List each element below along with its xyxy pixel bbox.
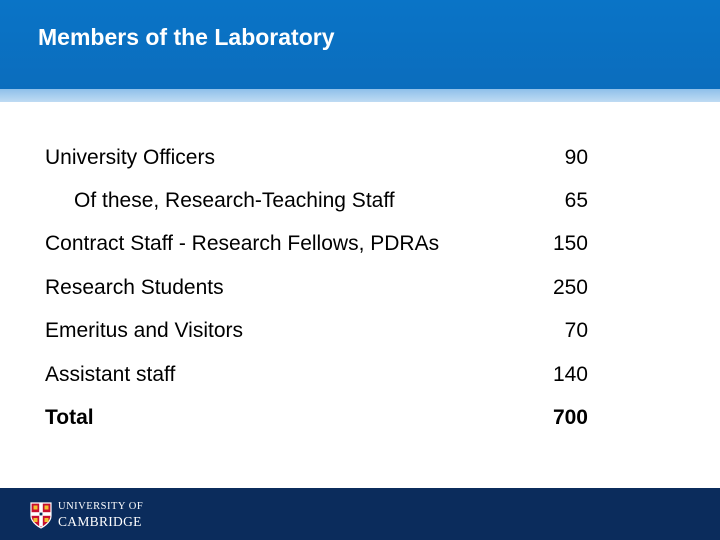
row-value: 90 [564,146,588,169]
row-label: University Officers [45,146,215,169]
members-row-assistant-staff: Assistant staff 140 [0,363,720,393]
logo-wordmark: UNIVERSITY OF CAMBRIDGE [58,501,144,529]
row-label: Emeritus and Visitors [45,319,244,342]
row-label: Of these, Research-Teaching Staff [74,189,395,212]
members-row-research-students: Research Students 250 [0,276,720,306]
row-value: 140 [552,363,588,386]
university-logo: UNIVERSITY OF CAMBRIDGE [30,500,143,530]
row-label: Total [45,406,94,429]
row-label: Contract Staff - Research Fellows, PDRAs [45,232,440,255]
row-value: 700 [552,406,588,429]
members-row-contract-staff: Contract Staff - Research Fellows, PDRAs… [0,232,720,262]
members-row-university-officers: University Officers 90 [0,146,720,176]
members-row-total: Total 700 [0,406,720,436]
slide-footer: UNIVERSITY OF CAMBRIDGE [0,488,720,540]
row-label: Research Students [45,276,224,299]
row-value: 65 [564,189,588,212]
row-label: Assistant staff [45,363,176,386]
members-row-emeritus-visitors: Emeritus and Visitors 70 [0,319,720,349]
row-value: 150 [552,232,588,255]
logo-line2: CAMBRIDGE [58,513,142,529]
slide-title: Members of the Laboratory [38,24,335,50]
cambridge-crest-icon [30,501,52,529]
logo-line1: UNIVERSITY OF [58,501,144,512]
members-row-research-teaching-staff: Of these, Research-Teaching Staff 65 [0,189,720,219]
header-stripe [0,89,720,102]
row-value: 70 [564,319,588,342]
row-value: 250 [552,276,588,299]
slide-header: Members of the Laboratory [0,0,720,89]
